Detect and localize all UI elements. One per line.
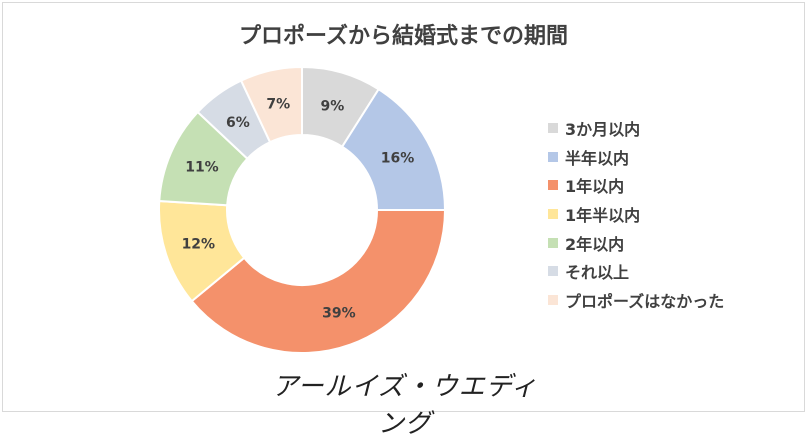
legend-swatch xyxy=(548,294,558,305)
legend-item: それ以上 xyxy=(548,257,724,286)
donut-slice xyxy=(190,209,447,354)
legend-label: それ以上 xyxy=(565,263,630,283)
slice-data-label: 6% xyxy=(226,115,250,131)
legend-swatch xyxy=(548,180,558,191)
chart-title: プロポーズから結婚式までの期間 xyxy=(239,24,568,49)
legend-swatch xyxy=(548,151,558,162)
slice-data-label: 9% xyxy=(321,98,345,114)
brand-logo-text: アールイズ・ウエディング xyxy=(272,372,538,439)
legend-label: 1年以内 xyxy=(565,177,625,197)
legend-item: 1年半以内 xyxy=(548,200,724,229)
donut-chart: 9% 16% 39% 12% 11% 6% 7% xyxy=(158,65,447,354)
slice-data-label: 12% xyxy=(182,237,216,253)
legend-swatch xyxy=(548,123,558,134)
legend-item: 1年以内 xyxy=(548,171,724,200)
legend-item: プロポーズはなかった xyxy=(548,286,724,315)
slice-data-label: 11% xyxy=(185,160,219,176)
slice-data-label: 39% xyxy=(322,306,356,322)
legend-item: 3か月以内 xyxy=(548,114,724,143)
chart-legend: 3か月以内半年以内 1年以内 1年半以内 2年以内それ以上プロポーズはなかった xyxy=(548,114,724,314)
legend-label: 1年半以内 xyxy=(565,206,641,226)
legend-swatch xyxy=(548,237,558,248)
legend-swatch xyxy=(548,209,558,220)
slice-data-label: 7% xyxy=(266,97,290,113)
legend-label: 2年以内 xyxy=(565,234,625,254)
legend-swatch xyxy=(548,266,558,277)
donut-slice xyxy=(239,65,303,144)
legend-item: 半年以内 xyxy=(548,143,724,172)
legend-label: 3か月以内 xyxy=(565,120,641,140)
slice-data-label: 16% xyxy=(381,150,415,166)
legend-item: 2年以内 xyxy=(548,228,724,257)
legend-label: プロポーズはなかった xyxy=(565,291,725,311)
legend-label: 半年以内 xyxy=(565,148,630,168)
